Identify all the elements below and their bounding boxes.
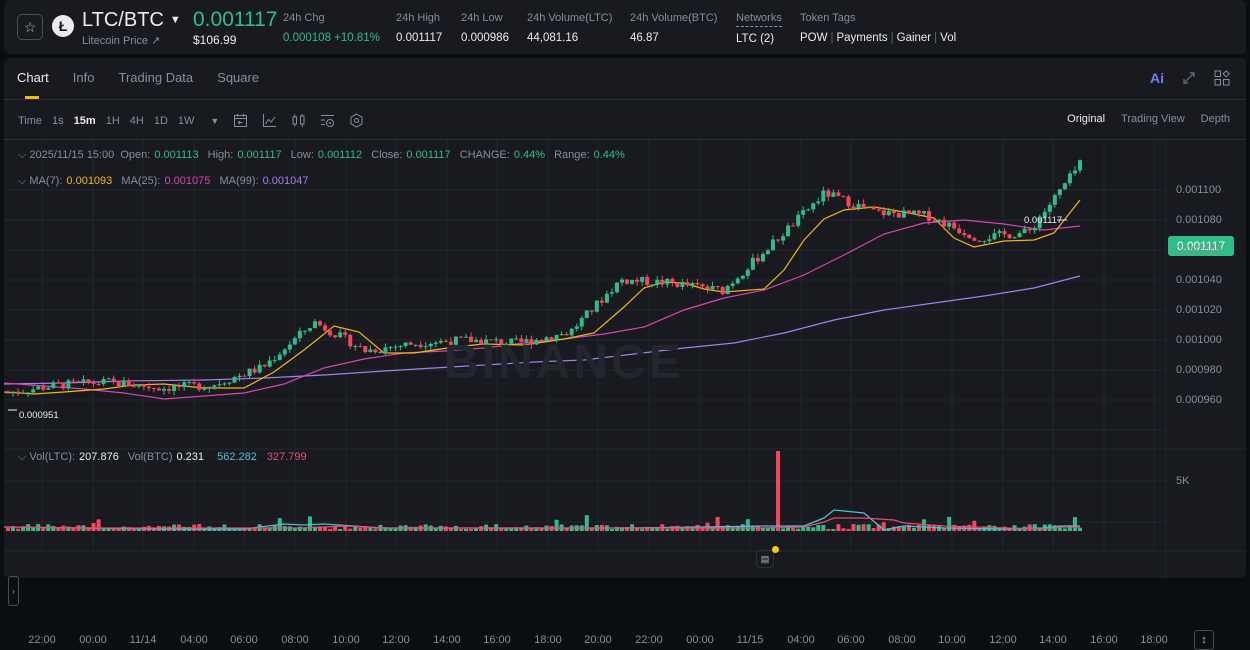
volume-legend: ⌵ Vol(LTC): 207.876 Vol(BTC) 0.231 562.282…: [18, 451, 307, 463]
coin-price-link[interactable]: Litecoin Price ↗: [82, 35, 161, 47]
token-tags: Token Tags POW | Payments | Gainer | Vol: [800, 12, 957, 44]
tab-trading-data[interactable]: Trading Data: [118, 70, 194, 85]
notification-dot: [772, 546, 779, 553]
time-tick: 22:00: [635, 634, 663, 646]
collapse-chevron-icon[interactable]: ⌵: [18, 451, 27, 463]
price-chart[interactable]: BINANCE ⌵ 2025/11/15 15:00 Open: 0.001113…: [4, 140, 1246, 650]
price-tick: 0.001080: [1176, 214, 1222, 226]
time-tick: 10:00: [938, 634, 966, 646]
time-tick: 10:00: [332, 634, 360, 646]
candle-type-icon[interactable]: [291, 113, 306, 128]
interval-4h[interactable]: 4H: [129, 114, 144, 127]
time-tick: 14:00: [1039, 634, 1067, 646]
expand-pane-chevron-icon[interactable]: ›: [8, 576, 19, 606]
chart-toolbar: Time 1s 15m 1H 4H 1D 1W ▼: [18, 113, 378, 128]
low-marker-label: 0.000951: [19, 410, 59, 421]
interval-1w[interactable]: 1W: [177, 114, 195, 127]
watermark: BINANCE: [444, 336, 684, 389]
interval-1s[interactable]: 1s: [52, 114, 64, 127]
favorite-star-icon[interactable]: ☆: [17, 14, 43, 40]
expand-icon[interactable]: [1182, 71, 1196, 85]
stat-24h-volume-ltc: 24h Volume(LTC) 44,081.16: [527, 12, 613, 44]
tag-vol[interactable]: Vol: [940, 32, 957, 44]
settings-hex-icon[interactable]: [349, 113, 364, 128]
pair-selector[interactable]: LTC/BTC ▼: [82, 9, 181, 31]
price-tick: 0.000980: [1176, 364, 1222, 376]
view-depth[interactable]: Depth: [1200, 113, 1230, 125]
fit-vertical-icon[interactable]: ↕: [1194, 630, 1214, 650]
time-tick: 14:00: [433, 634, 461, 646]
time-tick: 12:00: [989, 634, 1017, 646]
price-tick: 0.001040: [1176, 274, 1222, 286]
interval-1d[interactable]: 1D: [153, 114, 168, 127]
last-price: 0.001117: [193, 8, 278, 31]
layout-grid-icon[interactable]: [1214, 70, 1230, 86]
time-tick: 08:00: [281, 634, 309, 646]
ma-legend: ⌵ MA(7): 0.001093 MA(25): 0.001075 MA(99):…: [18, 175, 309, 187]
divider: [4, 139, 1246, 140]
view-switcher: Original Trading View Depth: [1067, 113, 1230, 125]
ohlc-legend: ⌵ 2025/11/15 15:00 Open: 0.001113 High: 0.…: [18, 149, 625, 161]
tag-payments[interactable]: Payments: [836, 32, 888, 44]
time-tick: 08:00: [888, 634, 916, 646]
price-tick: 0.001020: [1176, 304, 1222, 316]
tag-gainer[interactable]: Gainer: [896, 32, 932, 44]
ticker-header: ☆ Ł LTC/BTC ▼ Litecoin Price ↗ 0.001117 $…: [4, 0, 1246, 54]
usd-price: $106.99: [193, 33, 237, 47]
line-chart-icon[interactable]: [262, 113, 277, 128]
ai-button[interactable]: Ai: [1150, 70, 1164, 86]
high-marker-label: 0.001117: [1024, 215, 1063, 226]
tab-chart[interactable]: Chart: [17, 70, 49, 99]
tag-pow[interactable]: POW: [800, 32, 828, 44]
time-tick: 22:00: [28, 634, 56, 646]
tab-bar: Chart Info Trading Data Square: [17, 70, 283, 99]
interval-15m[interactable]: 15m: [73, 114, 96, 127]
stat-24h-high: 24h High 0.001117: [396, 12, 443, 44]
time-tick: 00:00: [686, 634, 714, 646]
candlestick-plot[interactable]: [4, 140, 1246, 578]
time-tick: 00:00: [79, 634, 107, 646]
stat-networks[interactable]: Networks LTC (2): [736, 12, 782, 45]
price-tick: 0.001060: [1176, 244, 1222, 256]
collapse-chevron-icon[interactable]: ⌵: [18, 149, 27, 161]
current-price-tag: 0.001117: [1168, 236, 1234, 256]
tab-square[interactable]: Square: [217, 70, 260, 85]
time-label: Time: [18, 114, 43, 127]
collapse-chevron-icon[interactable]: ⌵: [18, 175, 27, 187]
tab-info[interactable]: Info: [72, 70, 95, 85]
interval-1h[interactable]: 1H: [105, 114, 120, 127]
divider: [4, 99, 1246, 100]
time-tick: 18:00: [1140, 634, 1168, 646]
chevron-down-icon: ▼: [169, 14, 181, 26]
time-tick: 04:00: [180, 634, 208, 646]
interval-more-chevron-icon[interactable]: ▼: [210, 115, 220, 126]
time-tick: 04:00: [787, 634, 815, 646]
indicator-settings-icon[interactable]: [320, 113, 335, 128]
time-tick: 16:00: [483, 634, 511, 646]
time-tick: 12:00: [382, 634, 410, 646]
time-tick: 06:00: [837, 634, 865, 646]
time-tick: 16:00: [1090, 634, 1118, 646]
view-original[interactable]: Original: [1067, 113, 1106, 125]
view-trading-view[interactable]: Trading View: [1121, 113, 1185, 125]
calendar-icon[interactable]: [233, 113, 248, 128]
time-tick: 06:00: [230, 634, 258, 646]
volume-tick: 5K: [1176, 475, 1190, 487]
time-tick: 18:00: [534, 634, 562, 646]
price-tick: 0.000960: [1176, 394, 1222, 406]
time-tick: 11/15: [736, 634, 764, 646]
price-tick: 0.001100: [1176, 184, 1222, 196]
news-icon[interactable]: ▤: [756, 550, 774, 568]
stat-24h-volume-btc: 24h Volume(BTC) 46.87: [630, 12, 718, 44]
chart-panel: Chart Info Trading Data Square Ai Time 1…: [4, 58, 1246, 650]
time-tick: 11/14: [129, 634, 157, 646]
price-tick: 0.001000: [1176, 334, 1222, 346]
stat-24h-low: 24h Low 0.000986: [461, 12, 509, 44]
litecoin-logo-icon: Ł: [52, 15, 74, 37]
time-tick: 20:00: [584, 634, 612, 646]
stat-24h-change: 24h Chg 0.000108 +10.81%: [283, 12, 380, 44]
